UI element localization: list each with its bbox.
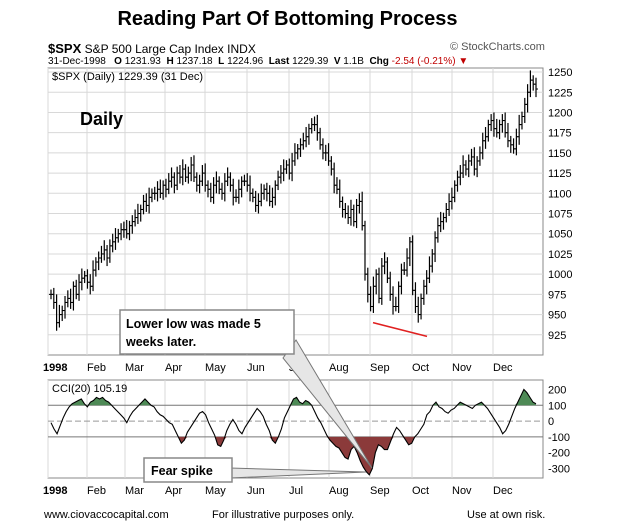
- lower-low-line: [372, 321, 428, 338]
- cci-positive-fill: [51, 389, 536, 406]
- brand-label: © StockCharts.com: [450, 41, 545, 53]
- fear-spike-text: Fear spike: [151, 464, 213, 478]
- down-arrow-icon: ▼: [458, 56, 469, 67]
- cci-x-tick-label: Sep: [370, 485, 390, 497]
- price-y-tick-label: 1100: [548, 188, 572, 200]
- open-label: O: [114, 56, 122, 67]
- cci-y-tick-label: -300: [548, 464, 570, 476]
- page-title: Reading Part Of Bottoming Process: [117, 8, 458, 30]
- cci-x-tick-label: May: [205, 485, 226, 497]
- low-value: 1224.96: [227, 56, 264, 67]
- price-y-tick-label: 1250: [548, 67, 572, 79]
- lower-low-text-line1: Lower low was made 5: [126, 317, 261, 331]
- price-x-tick-label: May: [205, 362, 226, 374]
- price-y-tick-label: 1200: [548, 107, 572, 119]
- high-value: 1237.18: [176, 56, 213, 67]
- ticker-symbol: $SPX: [48, 41, 82, 56]
- symbol-line: $SPX S&P 500 Large Cap Index INDX: [48, 41, 256, 56]
- cci-x-tick-label: Apr: [165, 485, 182, 497]
- price-y-tick-label: 1075: [548, 209, 572, 221]
- price-y-tick-label: 1025: [548, 249, 572, 261]
- cci-x-tick-label: Oct: [412, 485, 429, 497]
- price-x-tick-label: 1998: [43, 362, 67, 374]
- cci-x-tick-label: Jul: [289, 485, 303, 497]
- cci-x-tick-label: Jun: [247, 485, 265, 497]
- price-x-tick-label: Oct: [412, 362, 429, 374]
- price-y-tick-label: 1150: [548, 148, 572, 160]
- cci-y-tick-label: -100: [548, 432, 570, 444]
- index-name: S&P 500 Large Cap Index: [84, 42, 224, 56]
- cci-legend: CCI(20) 105.19: [52, 383, 127, 395]
- daily-label: Daily: [80, 109, 123, 129]
- last-value: 1229.39: [292, 56, 329, 67]
- price-legend: $SPX (Daily) 1229.39 (31 Dec): [52, 71, 203, 83]
- exchange-label: INDX: [227, 42, 256, 56]
- cci-y-tick-label: 100: [548, 400, 566, 412]
- price-y-tick-label: 1175: [548, 128, 572, 140]
- cci-x-tick-label: Feb: [87, 485, 106, 497]
- fear-spike-pointer: [229, 467, 367, 479]
- price-x-tick-label: Mar: [125, 362, 144, 374]
- cci-x-tick-label: Aug: [329, 485, 349, 497]
- price-x-tick-label: Apr: [165, 362, 182, 374]
- footer-disclaimer: For illustrative purposes only.: [212, 509, 355, 521]
- cci-x-tick-label: Mar: [125, 485, 144, 497]
- volume-label: V: [333, 56, 341, 67]
- last-label: Last: [268, 56, 290, 67]
- cci-y-tick-label: -200: [548, 448, 570, 460]
- price-bars-group: [49, 70, 538, 331]
- cci-y-tick-label: 200: [548, 384, 566, 396]
- volume-value: 1.1B: [343, 56, 364, 67]
- cci-line: [50, 388, 537, 476]
- price-x-tick-label: Feb: [87, 362, 106, 374]
- price-y-tick-label: 1050: [548, 229, 572, 241]
- price-y-tick-label: 950: [548, 310, 566, 322]
- change-label: Chg: [369, 56, 389, 67]
- price-x-tick-label: Aug: [329, 362, 349, 374]
- price-x-tick-label: Dec: [493, 362, 513, 374]
- price-x-tick-label: Nov: [452, 362, 472, 374]
- low-label: L: [218, 56, 225, 67]
- quote-date: 31-Dec-1998: [48, 56, 106, 67]
- price-y-tick-label: 975: [548, 289, 566, 301]
- price-y-tick-label: 1000: [548, 269, 572, 281]
- price-x-tick-label: Sep: [370, 362, 390, 374]
- price-y-tick-label: 1225: [548, 87, 572, 99]
- cci-x-tick-label: Nov: [452, 485, 472, 497]
- lower-low-box: [119, 309, 295, 355]
- cci-y-tick-label: 0: [548, 416, 554, 428]
- price-y-tick-label: 925: [548, 330, 566, 342]
- price-y-tick-label: 1125: [548, 168, 572, 180]
- footer-risk: Use at own risk.: [467, 509, 546, 521]
- price-x-tick-label: Jun: [247, 362, 265, 374]
- change-value: -2.54 (-0.21%): [391, 56, 456, 67]
- footer-website: www.ciovaccocapital.com: [44, 509, 169, 521]
- high-label: H: [166, 56, 174, 67]
- cci-negative-fill: [51, 436, 536, 475]
- open-value: 1231.93: [124, 56, 161, 67]
- cci-x-tick-label: 1998: [43, 485, 67, 497]
- lower-low-text-line2: weeks later.: [125, 335, 196, 349]
- cci-x-tick-label: Dec: [493, 485, 513, 497]
- fear-spike-box: [143, 457, 233, 483]
- ohlc-line: 31-Dec-1998 O 1231.93 H 1237.18 L 1224.9…: [48, 56, 468, 67]
